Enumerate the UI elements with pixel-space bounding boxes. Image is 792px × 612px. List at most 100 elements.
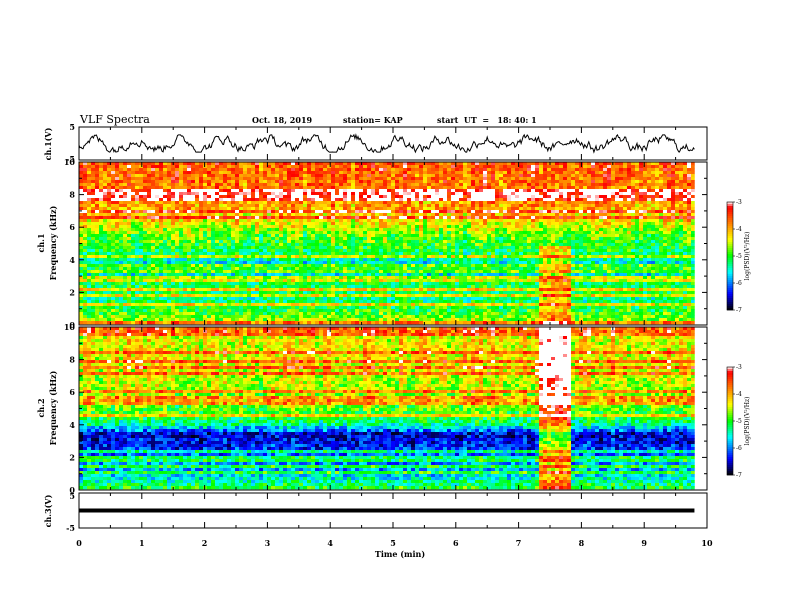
spectrogram-cell	[183, 240, 188, 244]
spectrogram-cell	[691, 228, 695, 232]
spectrogram-cell	[267, 198, 272, 202]
spectrogram-cell	[399, 225, 404, 229]
spectrogram-cell	[259, 228, 264, 232]
spectrogram-cell	[655, 219, 660, 223]
spectrogram-cell	[571, 207, 576, 211]
spectrogram-cell	[459, 243, 464, 247]
spectrogram-cell	[611, 231, 616, 235]
spectrogram-cell	[127, 240, 132, 244]
spectrogram-cell	[155, 234, 160, 238]
spectrogram-cell	[231, 225, 236, 229]
spectrogram-cell	[363, 189, 368, 193]
spectrogram-cell	[675, 168, 680, 172]
spectrogram-cell	[591, 216, 596, 220]
spectrogram-cell	[543, 165, 548, 169]
spectrogram-cell	[663, 168, 668, 172]
spectrogram-cell	[319, 237, 324, 241]
spectrogram-cell	[415, 216, 420, 220]
spectrogram-cell	[299, 171, 304, 175]
spectrogram-cell	[539, 186, 544, 190]
spectrogram-cell	[339, 189, 344, 193]
spectrogram-cell	[451, 174, 456, 178]
spectrogram-cell	[171, 240, 176, 244]
spectrogram-cell	[503, 171, 508, 175]
spectrogram-cell	[95, 165, 100, 169]
spectrogram-cell	[255, 231, 260, 235]
spectrogram-cell	[347, 186, 352, 190]
spectrogram-cell	[171, 195, 176, 199]
spectrogram-cell	[655, 225, 660, 229]
spectrogram-cell	[515, 210, 520, 214]
spectrogram-cell	[435, 213, 440, 217]
spectrogram-cell	[231, 186, 236, 190]
spectrogram-cell	[551, 222, 556, 226]
spectrogram-cell	[347, 213, 352, 217]
spectrogram-cell	[371, 240, 376, 244]
spectrogram-cell	[243, 162, 248, 166]
spectrogram-cell	[559, 255, 564, 259]
spectrogram-cell	[135, 228, 140, 232]
spectrogram-cell	[207, 213, 212, 217]
spectrogram-cell	[331, 177, 336, 181]
spectrogram-cell	[347, 243, 352, 247]
spectrogram-cell	[451, 177, 456, 181]
spectrogram-cell	[363, 243, 368, 247]
spectrogram-cell	[235, 240, 240, 244]
spectrogram-cell	[375, 204, 380, 208]
spectrogram-cell	[327, 210, 332, 214]
spectrogram-cell	[315, 204, 320, 208]
spectrogram-cell	[443, 234, 448, 238]
spectrogram-cell	[215, 174, 220, 178]
spectrogram-cell	[111, 216, 116, 220]
spectrogram-cell	[275, 225, 280, 229]
spectrogram-cell	[267, 243, 272, 247]
spectrogram-cell	[239, 198, 244, 202]
spectrogram-cell	[551, 183, 556, 187]
spectrogram-cell	[591, 231, 596, 235]
spectrogram-cell	[607, 228, 612, 232]
spectrogram-cell	[395, 207, 400, 211]
spectrogram-cell	[191, 222, 196, 226]
spectrogram-cell	[219, 222, 224, 226]
spectrogram-cell	[119, 237, 124, 241]
spectrogram-cell	[179, 219, 184, 223]
spectrogram-cell	[107, 222, 112, 226]
spectrogram-cell	[575, 204, 580, 208]
spectrogram-cell	[675, 165, 680, 169]
spectrogram-cell	[259, 219, 264, 223]
spectrogram-cell	[635, 177, 640, 181]
spectrogram-cell	[459, 183, 464, 187]
spectrogram-cell	[563, 249, 568, 253]
spectrogram-cell	[263, 237, 268, 241]
spectrogram-cell	[655, 237, 660, 241]
spectrogram-cell	[391, 225, 396, 229]
spectrogram-cell	[495, 210, 500, 214]
spectrogram-cell	[263, 189, 268, 193]
spectrogram-cell	[471, 201, 476, 205]
spectrogram-cell	[495, 237, 500, 241]
spectrogram-cell	[243, 213, 248, 217]
spectrogram-cell	[639, 207, 644, 211]
spectrogram-cell	[651, 231, 656, 235]
spectrogram-cell	[107, 165, 112, 169]
spectrogram-cell	[187, 234, 192, 238]
spectrogram-cell	[207, 210, 212, 214]
spectrogram-cell	[231, 222, 236, 226]
spectrogram-cell	[183, 249, 188, 253]
spectrogram-cell	[207, 204, 212, 208]
spectrogram-cell	[275, 201, 280, 205]
spectrogram-cell	[175, 207, 180, 211]
spectrogram-cell	[103, 192, 108, 196]
spectrogram-cell	[431, 174, 436, 178]
spectrogram-cell	[375, 183, 380, 187]
spectrogram-cell	[431, 246, 436, 250]
spectrogram-cell	[443, 177, 448, 181]
spectrogram-cell	[691, 210, 695, 214]
spectrogram-cell	[523, 165, 528, 169]
spectrogram-cell	[87, 189, 92, 193]
spectrogram-cell	[483, 240, 488, 244]
spectrogram-cell	[303, 189, 308, 193]
spectrogram-cell	[675, 174, 680, 178]
spectrogram-cell	[239, 222, 244, 226]
spectrogram-cell	[139, 198, 144, 202]
